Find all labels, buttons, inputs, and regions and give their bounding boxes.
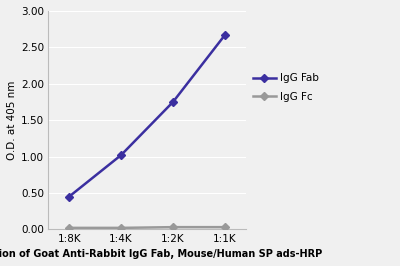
- IgG Fc: [222, 226, 227, 229]
- X-axis label: Dilution of Goat Anti-Rabbit IgG Fab, Mouse/Human SP ads-HRP: Dilution of Goat Anti-Rabbit IgG Fab, Mo…: [0, 249, 322, 259]
- IgG Fab: [67, 195, 72, 198]
- Y-axis label: O.D. at 405 nm: O.D. at 405 nm: [7, 80, 17, 160]
- Line: IgG Fab: IgG Fab: [66, 32, 228, 199]
- IgG Fc: [67, 226, 72, 230]
- IgG Fab: [119, 153, 124, 157]
- IgG Fc: [119, 226, 124, 230]
- IgG Fab: [222, 33, 227, 36]
- Legend: IgG Fab, IgG Fc: IgG Fab, IgG Fc: [251, 71, 321, 104]
- IgG Fab: [171, 100, 176, 103]
- Line: IgG Fc: IgG Fc: [66, 225, 228, 231]
- IgG Fc: [171, 226, 176, 229]
